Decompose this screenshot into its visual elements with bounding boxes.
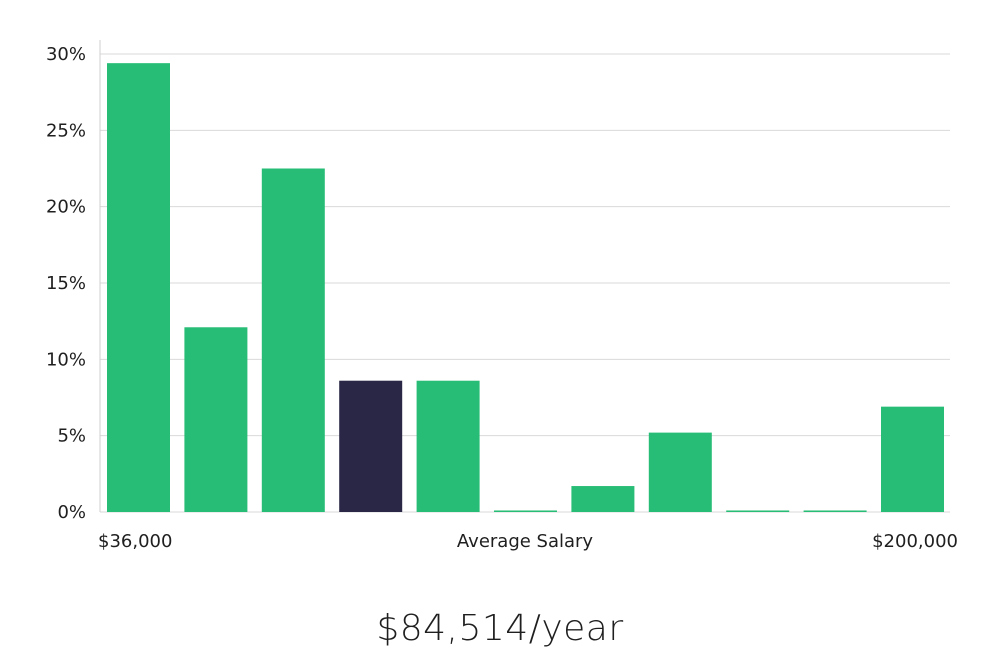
x-axis-title: Average Salary <box>457 531 594 552</box>
x-max-label: $200,000 <box>872 531 958 552</box>
average-salary-value: $84,514/year <box>376 608 624 649</box>
bar <box>726 510 790 512</box>
bar <box>648 432 712 512</box>
bar <box>494 510 557 512</box>
bar-highlighted <box>339 380 403 512</box>
x-min-label: $36,000 <box>98 531 172 552</box>
bar <box>184 327 248 512</box>
bar <box>416 380 480 512</box>
bar <box>571 486 635 512</box>
y-tick-label: 20% <box>46 197 86 218</box>
salary-distribution-chart: 0% 5% 10% 15% 20% 25% 30% $36,000 Average Sala… <box>46 40 958 552</box>
y-tick-label: 30% <box>46 44 86 65</box>
y-axis-ticks: 0% 5% 10% 15% 20% 25% 30% <box>46 44 86 523</box>
bar <box>261 168 325 512</box>
y-tick-label: 15% <box>46 273 86 294</box>
y-tick-label: 25% <box>46 120 86 141</box>
bar <box>881 406 944 512</box>
bar <box>803 510 867 512</box>
bars <box>107 63 944 512</box>
y-tick-label: 10% <box>46 349 86 370</box>
y-tick-label: 0% <box>57 502 86 523</box>
y-tick-label: 5% <box>57 426 86 447</box>
bar <box>107 63 170 512</box>
